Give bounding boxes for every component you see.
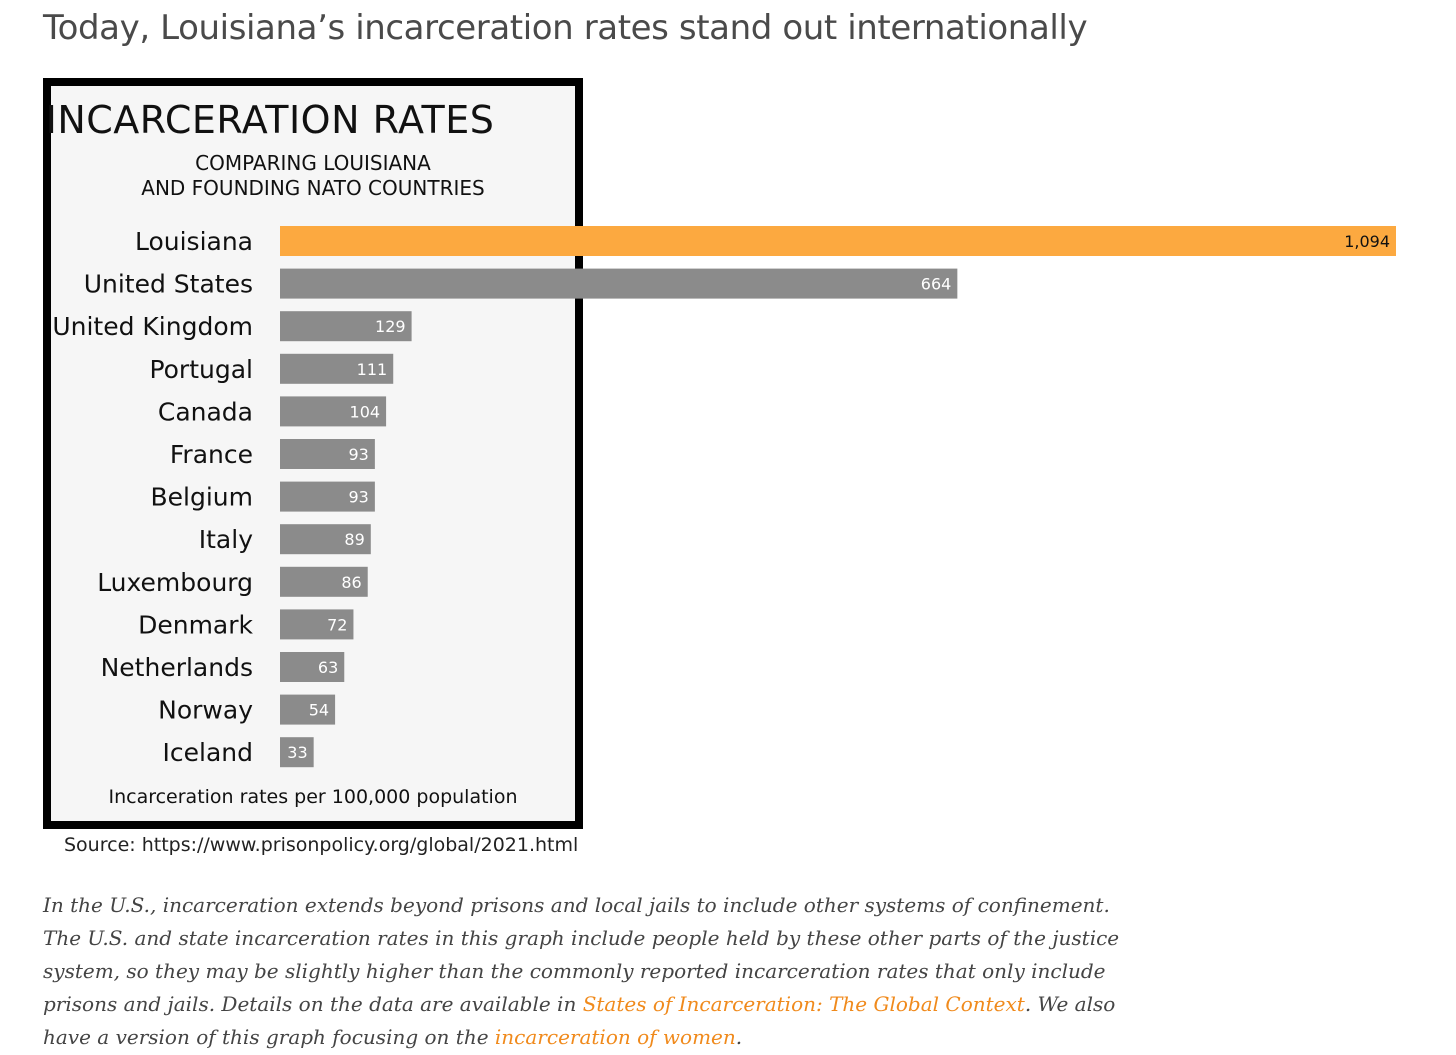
- category-label-netherlands: Netherlands: [101, 653, 253, 682]
- value-label-denmark: 72: [327, 615, 347, 634]
- value-label-norway: 54: [309, 701, 329, 720]
- value-label-france: 93: [349, 445, 369, 464]
- caption-text-1: In the U.S., incarceration extends beyon…: [43, 893, 1120, 1016]
- bar-united-kingdom: [280, 311, 412, 342]
- bar-united-states: [280, 268, 958, 299]
- chart-x-axis-label: Incarceration rates per 100,000 populati…: [108, 786, 518, 808]
- bar-chart: Louisiana 1,094 United States 664 United Kin…: [52, 226, 1396, 768]
- global-context-link[interactable]: States of Incarceration: The Global Cont…: [582, 992, 1025, 1016]
- category-label-united-states: United States: [84, 270, 253, 299]
- bar-portugal: [280, 353, 394, 384]
- category-label-denmark: Denmark: [138, 610, 253, 639]
- chart-subtitle-line-2: AND FOUNDING NATO COUNTRIES: [141, 176, 485, 200]
- bar-denmark: [280, 609, 354, 640]
- bar-iceland: [280, 737, 314, 768]
- category-label-luxembourg: Luxembourg: [97, 568, 253, 597]
- bar-canada: [280, 396, 387, 427]
- caption-text-3: .: [735, 1025, 743, 1049]
- caption: In the U.S., incarceration extends beyon…: [43, 889, 1133, 1054]
- category-label-portugal: Portugal: [149, 355, 253, 384]
- bar-netherlands: [280, 652, 345, 682]
- bar-france: [280, 439, 375, 469]
- category-label-norway: Norway: [158, 696, 253, 725]
- category-label-italy: Italy: [199, 525, 253, 554]
- incarceration-of-women-link[interactable]: incarceration of women: [494, 1025, 736, 1049]
- value-label-belgium: 93: [349, 488, 369, 507]
- bar-louisiana: [280, 226, 1396, 256]
- bar-italy: [280, 524, 371, 555]
- chart-subtitle-line-1: COMPARING LOUISIANA: [195, 151, 431, 175]
- page-heading: Today, Louisiana’s incarceration rates s…: [43, 8, 1088, 48]
- value-label-italy: 89: [344, 530, 364, 549]
- category-label-united-kingdom: United Kingdom: [52, 312, 253, 341]
- value-label-louisiana: 1,094: [1344, 232, 1390, 251]
- value-label-luxembourg: 86: [341, 573, 361, 592]
- chart-title: INCARCERATION RATES: [45, 98, 495, 142]
- bar-belgium: [280, 481, 375, 512]
- category-label-iceland: Iceland: [163, 738, 253, 767]
- bar-luxembourg: [280, 566, 368, 597]
- category-label-france: France: [170, 440, 253, 469]
- value-label-united-states: 664: [921, 275, 952, 294]
- category-label-louisiana: Louisiana: [135, 227, 253, 256]
- value-label-netherlands: 63: [318, 658, 338, 677]
- category-label-belgium: Belgium: [151, 483, 254, 512]
- value-label-portugal: 111: [357, 360, 388, 379]
- bar-norway: [280, 694, 336, 725]
- category-label-canada: Canada: [158, 397, 253, 426]
- value-label-united-kingdom: 129: [375, 317, 406, 336]
- caption-text-2: . We also have a version of this graph f…: [43, 992, 1116, 1049]
- value-label-canada: 104: [350, 402, 381, 421]
- value-label-iceland: 33: [287, 743, 307, 762]
- source-note: Source: https://www.prisonpolicy.org/glo…: [64, 834, 579, 856]
